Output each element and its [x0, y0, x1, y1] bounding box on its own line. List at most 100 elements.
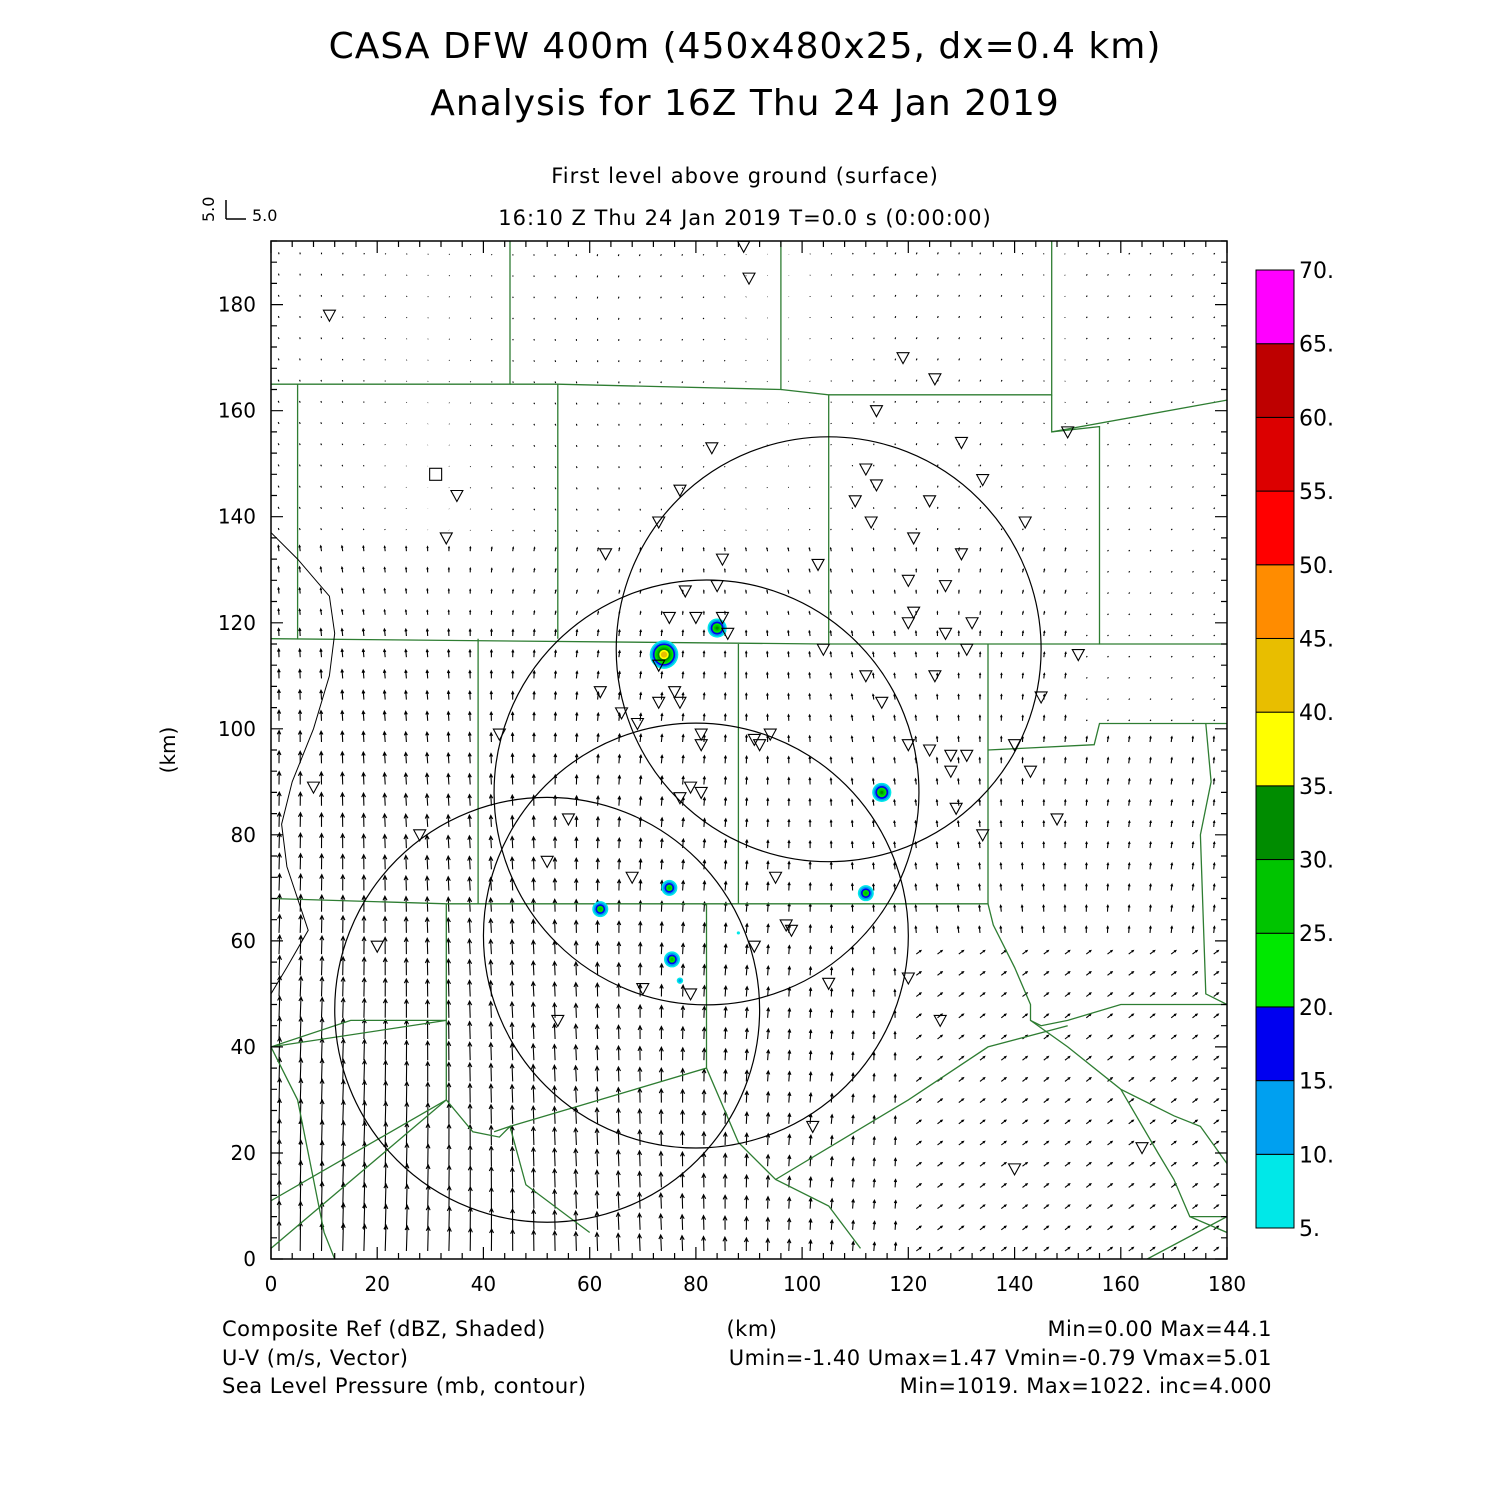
- colorbar-segment: [1255, 490, 1295, 566]
- echo-level: [880, 790, 884, 795]
- colorbar-label: 30.: [1299, 849, 1334, 874]
- tick-marks: [270, 240, 1228, 1260]
- colorbar-segment: [1255, 416, 1295, 492]
- x-tick-labels: 0 20 40 60 80 100 120 140 160 180: [265, 1272, 1246, 1296]
- station-triangle: [896, 352, 910, 365]
- y-axis-label: (km): [156, 727, 180, 774]
- station-triangle: [869, 479, 884, 493]
- station-triangle: [651, 696, 666, 710]
- station-triangle: [1060, 426, 1075, 440]
- echo-level: [660, 651, 668, 658]
- station-triangle: [598, 548, 613, 561]
- y-tick-label: 120: [218, 611, 256, 635]
- y-tick-label: 80: [231, 823, 256, 847]
- echo-cell: [857, 885, 874, 902]
- radar-ring: [615, 436, 1042, 863]
- station-triangle: [938, 580, 953, 593]
- title-line-1: CASA DFW 400m (450x480x25, dx=0.4 km): [329, 26, 1162, 67]
- station-triangle: [1071, 649, 1086, 662]
- footer-field-3: Sea Level Pressure (mb, contour): [222, 1374, 587, 1398]
- y-tick-label: 40: [231, 1035, 256, 1059]
- station-triangle: [858, 670, 873, 683]
- station-triangle: [821, 977, 836, 991]
- station-triangle: [673, 696, 687, 710]
- station-triangle: [715, 553, 730, 567]
- echo-level: [598, 907, 602, 911]
- x-tick-label: 20: [364, 1272, 389, 1296]
- vector-key-u-label: 5.0: [252, 206, 277, 225]
- county-line: [1146, 1216, 1227, 1259]
- echo-level: [864, 891, 868, 895]
- station-triangle: [848, 495, 863, 508]
- station-triangle: [715, 611, 730, 625]
- station-triangle: [1018, 516, 1033, 530]
- station-triangle: [927, 373, 942, 387]
- station-triangle: [561, 813, 576, 827]
- station-triangle: [901, 617, 916, 630]
- reflectivity-echoes: [592, 618, 892, 984]
- x-tick-label: 100: [783, 1272, 821, 1296]
- footer-field-1: Composite Ref (dBZ, Shaded): [222, 1317, 546, 1341]
- station-triangle: [635, 983, 650, 996]
- county-line: [775, 1025, 1068, 1181]
- plot-frame: [270, 240, 1228, 1260]
- station-triangle: [954, 548, 969, 561]
- station-triangle: [874, 696, 889, 710]
- y-tick-label: 160: [218, 399, 256, 423]
- station-triangle: [683, 988, 698, 1002]
- station-triangle: [662, 611, 677, 625]
- x-tick-label: 140: [995, 1272, 1033, 1296]
- footer-range-2: Umin=-1.40 Umax=1.47 Vmin=-0.79 Vmax=5.0…: [729, 1346, 1272, 1370]
- station-triangle: [694, 728, 709, 742]
- colorbar-segment: [1255, 1080, 1295, 1155]
- echo-cell: [661, 879, 678, 896]
- station-triangle: [864, 516, 879, 530]
- x-axis-label: (km): [726, 1317, 777, 1341]
- station-triangle: [593, 686, 608, 699]
- colorbar-label: 10.: [1299, 1143, 1334, 1168]
- county-line: [493, 1067, 862, 1249]
- county-boundaries: [271, 241, 1227, 1259]
- station-triangle: [673, 792, 687, 805]
- colorbar-label: 35.: [1299, 775, 1334, 800]
- station-markers: [306, 241, 1149, 1177]
- station-triangle: [747, 940, 762, 954]
- station-triangle: [965, 617, 979, 630]
- colorbar-label: 45.: [1299, 627, 1334, 652]
- station-triangle: [922, 495, 937, 508]
- colorbar-segment: [1255, 711, 1295, 787]
- station-triangle: [306, 781, 321, 795]
- echo-level: [715, 626, 719, 630]
- colorbar-segment: [1255, 564, 1295, 639]
- colorbar-label: 25.: [1299, 922, 1334, 947]
- station-square: [429, 467, 443, 481]
- colorbar: 5. 10. 15. 20. 25. 30. 35. 40. 45. 50. 55. 60. 65. 70…: [1255, 259, 1334, 1242]
- station-triangle: [439, 532, 454, 546]
- y-tick-label: 0: [243, 1247, 256, 1271]
- county-line: [271, 1099, 447, 1249]
- station-triangle: [922, 744, 937, 758]
- echo-cell: [663, 951, 680, 968]
- x-tick-label: 80: [683, 1272, 708, 1296]
- county-line: [828, 241, 1053, 396]
- station-triangle: [763, 728, 778, 742]
- station-triangle: [1007, 1163, 1022, 1177]
- station-triangle: [683, 781, 698, 795]
- station-triangle: [927, 670, 942, 683]
- county-line: [1120, 1088, 1227, 1234]
- colorbar-segment: [1255, 859, 1295, 934]
- colorbar-segment: [1255, 1153, 1295, 1229]
- station-triangle: [959, 749, 974, 763]
- station-triangle: [736, 241, 751, 254]
- station-triangle: [954, 436, 969, 450]
- colorbar-segment: [1255, 1006, 1295, 1082]
- vector-key-v-label: 5.0: [199, 197, 218, 222]
- county-line: [510, 383, 559, 639]
- station-triangle: [805, 1120, 820, 1134]
- station-triangle: [943, 765, 958, 779]
- station-triangle: [869, 405, 884, 418]
- station-triangle: [959, 643, 974, 657]
- radar-range-rings: [334, 436, 1042, 1223]
- colorbar-segment: [1255, 637, 1295, 713]
